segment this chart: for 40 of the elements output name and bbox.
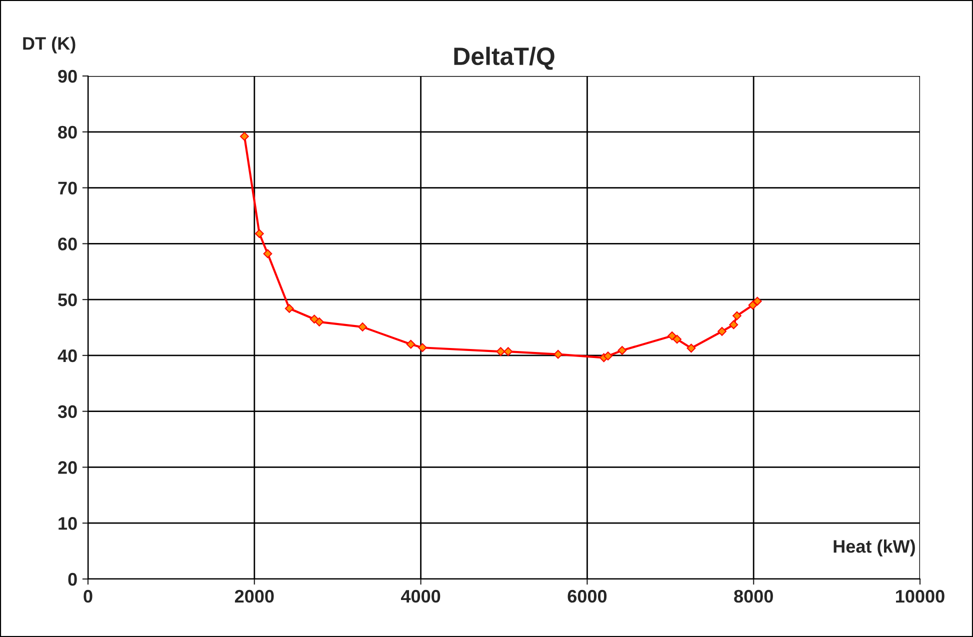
point xyxy=(752,296,762,306)
point xyxy=(554,350,563,359)
x-tick-label: 8000 xyxy=(734,590,773,603)
x-tick-label: 4000 xyxy=(400,590,440,603)
y-tick-label: 10 xyxy=(58,517,77,530)
point xyxy=(314,317,324,326)
x-axis-title: Heat (kW) xyxy=(834,540,915,556)
point xyxy=(406,340,416,349)
point xyxy=(668,331,677,340)
point xyxy=(418,343,427,352)
x-tick-label: 10000 xyxy=(896,590,944,603)
point xyxy=(504,347,513,356)
point xyxy=(732,311,742,320)
point xyxy=(686,344,696,353)
x-tick-label: 6000 xyxy=(568,590,607,603)
y-tick-label: 80 xyxy=(58,126,77,139)
point xyxy=(672,334,682,344)
y-tick-label: 60 xyxy=(58,238,77,250)
point xyxy=(263,249,272,258)
y-axis-title: DT (K) xyxy=(23,36,76,54)
x-tick-label: 0 xyxy=(84,590,92,603)
chart-title: DeltaT/Q xyxy=(454,46,554,70)
x-tick-label: 2000 xyxy=(234,590,274,603)
y-tick-label: 20 xyxy=(58,461,77,474)
point xyxy=(358,322,368,332)
point xyxy=(284,304,294,313)
point xyxy=(240,132,249,141)
point xyxy=(718,326,726,336)
point xyxy=(496,347,506,356)
y-tick-label: 30 xyxy=(58,405,77,418)
y-tick-label: 90 xyxy=(58,70,77,83)
point xyxy=(748,300,758,310)
point xyxy=(729,320,738,330)
y-tick-label: 40 xyxy=(58,349,77,362)
y-tick-label: 0 xyxy=(68,572,77,586)
y-tick-label: 70 xyxy=(58,182,77,194)
point xyxy=(604,352,612,360)
y-tick-label: 50 xyxy=(58,293,77,306)
point xyxy=(618,346,627,355)
point xyxy=(254,229,264,238)
